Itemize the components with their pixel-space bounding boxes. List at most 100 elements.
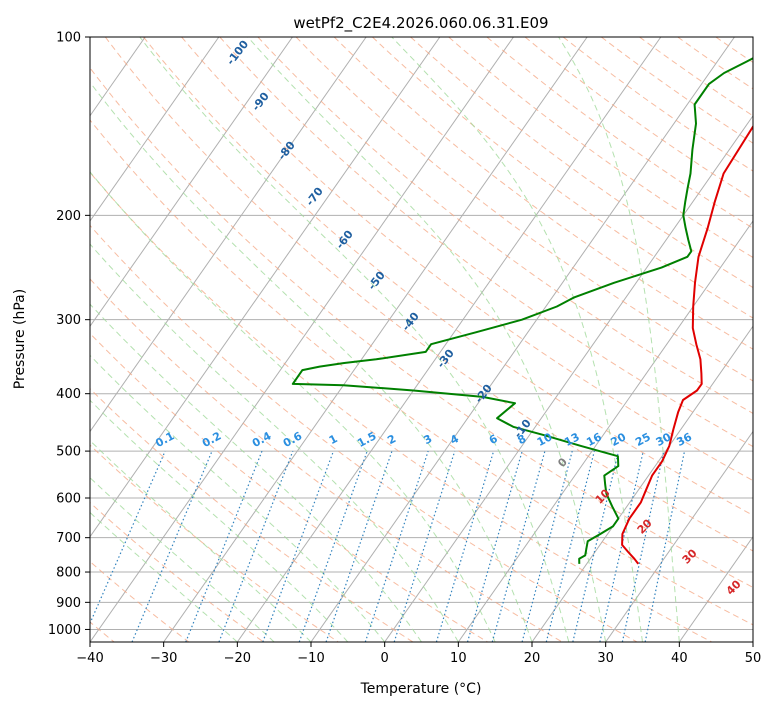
dry-adiabat (486, 37, 753, 229)
x-tick-label: 40 (671, 651, 688, 666)
mixing-ratio-label: 20 (609, 430, 629, 449)
chart-title: wetPf2_C2E4.2026.060.06.31.E09 (293, 14, 548, 33)
grid-layer (0, 37, 775, 642)
dry-adiabat (90, 119, 753, 626)
mixing-ratio-line (325, 450, 393, 642)
dry-adiabat (143, 37, 753, 516)
dry-adiabat (219, 37, 753, 448)
y-tick-label: 1000 (48, 623, 81, 638)
mixing-ratio-line (572, 450, 620, 642)
y-tick-label: 500 (56, 445, 81, 460)
temperature-line (621, 124, 753, 565)
x-tick-label: 30 (597, 651, 614, 666)
moist-adiabat (90, 439, 312, 642)
isotherm-gridline (90, 37, 367, 433)
dry-adiabat (90, 278, 563, 642)
series-layer (291, 57, 753, 565)
mixing-ratio-line (466, 450, 523, 642)
mixing-ratio-line (599, 450, 644, 642)
dry-adiabat (90, 224, 638, 642)
dry-adiabat (448, 37, 753, 259)
dry-adiabat (372, 37, 753, 319)
plot-frame (89, 36, 754, 643)
x-tick-label: 0 (381, 651, 389, 666)
mixing-ratio-line (545, 450, 595, 642)
mixing-ratio-label: 36 (674, 430, 694, 449)
dry-adiabat (562, 37, 753, 172)
dry-adiabat (333, 37, 753, 350)
mixing-ratio-label: 16 (584, 430, 604, 449)
plot-area (90, 37, 753, 642)
moist-adiabat (90, 354, 386, 642)
moist-adiabat (90, 243, 459, 642)
isotherm-gridline (531, 325, 753, 642)
dry-adiabat (90, 67, 753, 588)
moist-adiabat (90, 303, 422, 642)
y-axis-label: Pressure (hPa) (12, 289, 28, 389)
x-axis: −40 −30 −20 −10 0 10 20 30 40 50 (76, 642, 761, 666)
mixing-ratio-line (621, 450, 665, 642)
isotherm-gridline (90, 37, 220, 222)
y-tick-label: 600 (56, 492, 81, 507)
dry-adiabat (104, 37, 753, 552)
moist-adiabat (90, 171, 496, 642)
mixing-ratio-line (90, 450, 166, 625)
mixing-ratio-line (491, 450, 546, 642)
mixing-ratio-line (364, 450, 429, 642)
isotherm-gridline (457, 220, 753, 642)
dewpoint-line (291, 57, 753, 564)
mixing-ratio-line (298, 450, 368, 642)
isotherm-gridline (752, 641, 753, 642)
mixing-ratio-line (393, 450, 456, 642)
dry-adiabat (90, 332, 488, 642)
mixing-ratio-label: 25 (633, 430, 653, 449)
y-tick-label: 800 (56, 566, 81, 581)
isotherm-gridline (678, 535, 753, 642)
mixing-ratio-line (521, 450, 573, 642)
x-tick-label: 50 (745, 651, 762, 666)
dry-adiabat (600, 37, 753, 144)
mixing-ratio-line (435, 450, 495, 642)
isotherm-gridline (384, 114, 753, 642)
mixing-ratio-line (644, 450, 686, 642)
x-tick-label: 20 (524, 651, 541, 666)
isotherm-gridline (90, 37, 293, 328)
moist-adiabat (90, 511, 238, 642)
dry-adiabat (295, 37, 753, 382)
mixing-ratio-line (131, 450, 213, 642)
y-axis: 100 200 300 400 500 600 700 800 900 1000 (48, 31, 90, 638)
x-tick-label: −20 (224, 651, 251, 666)
y-tick-label: 900 (56, 596, 81, 611)
mixing-ratio-label: 30 (654, 430, 674, 449)
moist-adiabat (90, 81, 533, 642)
dry-adiabat (90, 501, 264, 642)
dry-adiabat (90, 171, 712, 642)
isotherm-gridline (310, 37, 735, 642)
x-tick-label: −40 (76, 651, 103, 666)
mixing-ratio-label: 13 (562, 430, 582, 449)
isotherm-gridline (605, 430, 753, 642)
x-tick-label: 10 (450, 651, 467, 666)
y-tick-label: 300 (56, 313, 81, 328)
isotherm-gridline (0, 37, 72, 642)
y-tick-label: 100 (56, 31, 81, 46)
dry-adiabat (754, 37, 775, 642)
moist-adiabat (391, 37, 643, 642)
isotherm-gridline (90, 37, 441, 538)
y-tick-label: 700 (56, 531, 81, 546)
x-axis-label: Temperature (°C) (360, 681, 482, 697)
moist-adiabat (90, 477, 275, 642)
moist-adiabat (558, 37, 680, 642)
dry-adiabat (257, 37, 753, 414)
moist-adiabat (139, 37, 570, 642)
isotherm-gridline (163, 37, 588, 642)
moist-adiabat (247, 37, 607, 642)
y-tick-label: 400 (56, 387, 81, 402)
x-tick-label: −10 (297, 651, 324, 666)
mixing-ratio-label: 10 (535, 430, 555, 449)
y-tick-label: 200 (56, 209, 81, 224)
plot-background (90, 37, 753, 642)
dry-adiabat (90, 444, 339, 642)
x-tick-label: −30 (150, 651, 177, 666)
